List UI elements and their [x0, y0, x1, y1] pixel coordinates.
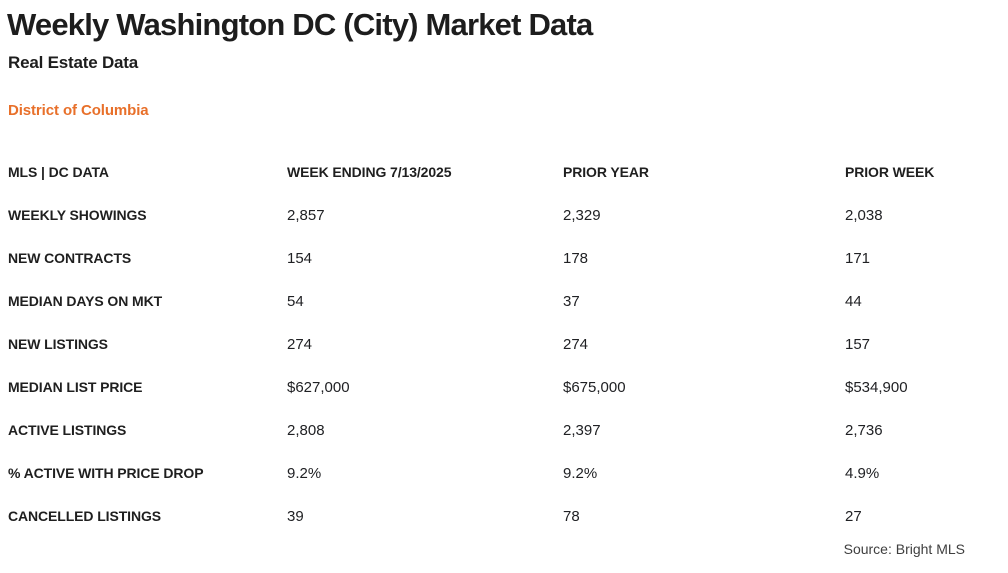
row-value: 27	[845, 508, 862, 525]
column-header-week-ending: WEEK ENDING 7/13/2025	[287, 164, 452, 180]
column-header-metric: MLS | DC DATA	[8, 164, 109, 180]
row-value: 2,808	[287, 422, 325, 439]
row-value: 2,038	[845, 207, 883, 224]
page-subtitle: Real Estate Data	[8, 53, 139, 72]
row-value: 4.9%	[845, 465, 880, 482]
row-label: NEW LISTINGS	[8, 336, 108, 352]
table-row: MEDIAN LIST PRICE $627,000 $675,000 $534,90…	[8, 379, 1000, 422]
row-value: $675,000	[563, 379, 626, 396]
row-value: 171	[845, 250, 871, 267]
row-label: MEDIAN DAYS ON MKT	[8, 293, 163, 309]
row-label: % ACTIVE WITH PRICE DROP	[8, 465, 204, 481]
table-row: ACTIVE LISTINGS 2,808 2,397 2,736	[8, 422, 1000, 465]
table-row: CANCELLED LISTINGS 39 78 27	[8, 508, 1000, 551]
row-label: MEDIAN LIST PRICE	[8, 379, 143, 395]
row-value: 2,736	[845, 422, 883, 439]
row-value: 54	[287, 293, 304, 310]
source-attribution: Source: Bright MLS	[843, 541, 965, 557]
row-value: 2,857	[287, 207, 325, 224]
column-header-prior-week: PRIOR WEEK	[845, 164, 935, 180]
column-header-prior-year: PRIOR YEAR	[563, 164, 649, 180]
row-value: 2,397	[563, 422, 601, 439]
table-row: NEW LISTINGS 274 274 157	[8, 336, 1000, 379]
row-value: $534,900	[845, 379, 908, 396]
market-data-table: MLS | DC DATA WEEK ENDING 7/13/2025 PRIO…	[8, 164, 1000, 551]
table-row: WEEKLY SHOWINGS 2,857 2,329 2,038	[8, 207, 1000, 250]
row-value: 274	[563, 336, 589, 353]
row-value: 37	[563, 293, 580, 310]
row-label: NEW CONTRACTS	[8, 250, 132, 266]
table-row: NEW CONTRACTS 154 178 171	[8, 250, 1000, 293]
row-value: 154	[287, 250, 313, 267]
row-value: 274	[287, 336, 313, 353]
row-value: 39	[287, 508, 304, 525]
row-label: CANCELLED LISTINGS	[8, 508, 161, 524]
table-header-row: MLS | DC DATA WEEK ENDING 7/13/2025 PRIO…	[8, 164, 1000, 207]
row-value: 9.2%	[563, 465, 598, 482]
row-value: 157	[845, 336, 871, 353]
region-label: District of Columbia	[8, 102, 149, 119]
row-label: WEEKLY SHOWINGS	[8, 207, 147, 223]
row-value: 178	[563, 250, 589, 267]
table-row: MEDIAN DAYS ON MKT 54 37 44	[8, 293, 1000, 336]
table-row: % ACTIVE WITH PRICE DROP 9.2% 9.2% 4.9%	[8, 465, 1000, 508]
row-value: 78	[563, 508, 580, 525]
row-label: ACTIVE LISTINGS	[8, 422, 127, 438]
row-value: 2,329	[563, 207, 601, 224]
row-value: $627,000	[287, 379, 350, 396]
row-value: 44	[845, 293, 862, 310]
page-title: Weekly Washington DC (City) Market Data	[7, 7, 593, 42]
row-value: 9.2%	[287, 465, 322, 482]
table-body: WEEKLY SHOWINGS 2,857 2,329 2,038 NEW CONTRA…	[8, 207, 1000, 551]
